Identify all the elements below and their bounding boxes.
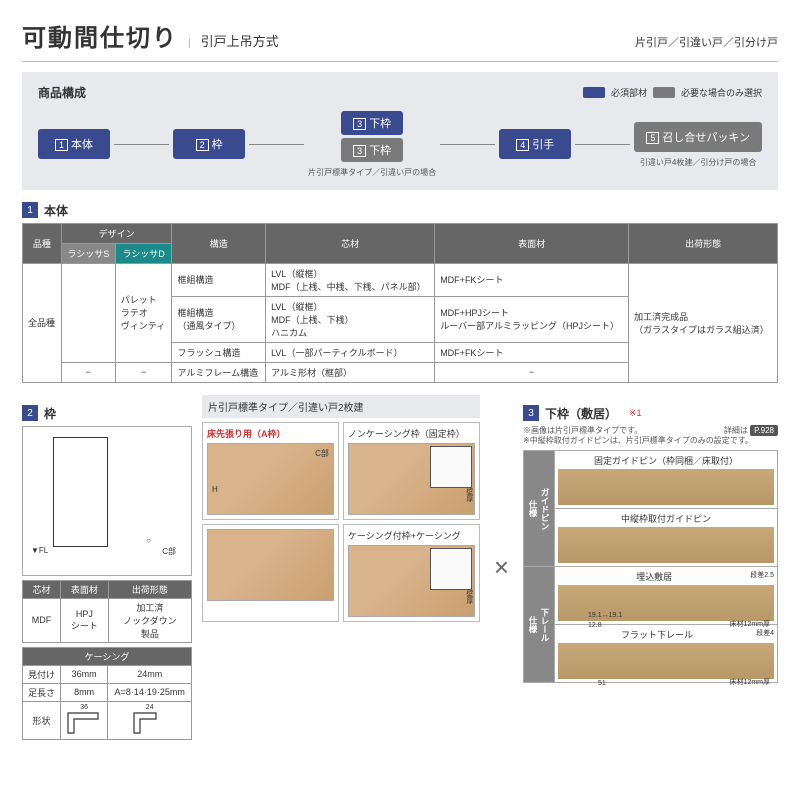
spec-table-body: 品種 デザイン 構造 芯材 表面材 出荷形態 ラシッサS ラシッサD 全品種 パ…	[22, 223, 778, 383]
frame-cell-d: ケーシング付枠+ケーシング 壁厚	[343, 524, 480, 622]
legend-required-label: 必須部材	[611, 86, 647, 99]
flow-node-3-stack: 3下枠 3下枠 片引戸標準タイプ／引違い戸の場合	[308, 111, 436, 178]
frame-cell-a: 床先張り用（A枠） C部 H	[202, 422, 339, 520]
flow-node-1: 1本体	[38, 129, 110, 159]
sill-column: 3 下枠（敷居） ※1 ※画像は片引戸標準タイプです。 詳細は P.928 ※中…	[523, 395, 778, 740]
frame-column: 片引戸標準タイプ／引違い戸2枚建 床先張り用（A枠） C部 H ノンケーシング枠…	[202, 395, 480, 740]
section-1-head: 1 本体	[22, 202, 778, 219]
page-subtitle: 引戸上吊方式	[201, 31, 279, 50]
frame-grid-head: 片引戸標準タイプ／引違い戸2枚建	[202, 395, 480, 418]
legend-optional-label: 必要な場合のみ選択	[681, 86, 762, 99]
door-types: 片引戸／引違い戸／引分け戸	[635, 34, 778, 50]
divider: |	[188, 38, 191, 49]
page-header: 可動間仕切り | 引戸上吊方式 片引戸／引違い戸／引分け戸	[22, 18, 778, 62]
page-title: 可動間仕切り	[22, 18, 178, 53]
legend: 必須部材 必要な場合のみ選択	[583, 86, 762, 99]
flow-node-2: 2枠	[173, 129, 245, 159]
material-table: 芯材表面材出荷形態 MDF HPJ シート 加工済 ノックダウン 製品	[22, 580, 192, 643]
legend-required-swatch	[583, 87, 605, 98]
legend-optional-swatch	[653, 87, 675, 98]
frame-cell-b: ノンケーシング枠（固定枠） 壁厚	[343, 422, 480, 520]
composition-panel: 商品構成 必須部材 必要な場合のみ選択 1本体 2枠 3下枠 3下枠 片引戸標準…	[22, 72, 778, 190]
flow-node-4: 4引手	[499, 129, 571, 159]
combine-x-icon: ×	[494, 552, 509, 583]
left-column: 2 枠 ▼FL C部 ○ 芯材表面材出荷形態 MDF HPJ シート 加工済 ノ…	[22, 395, 192, 740]
composition-title: 商品構成	[38, 84, 86, 101]
flow-node-5-stack: 5召し合せパッキン 引違い戸4枚建／引分け戸の場合	[634, 122, 762, 168]
door-elevation: ▼FL C部 ○	[22, 426, 192, 576]
sill-table: ガイドピン 仕様 固定ガイドピン（枠同梱／床取付） 中縦枠取付ガイドピン 下レー…	[523, 450, 778, 683]
flow-diagram: 1本体 2枠 3下枠 3下枠 片引戸標準タイプ／引違い戸の場合 4引手 5召し合…	[38, 111, 762, 178]
casing-table: ケーシング 見付け36mm24mm 足長さ8mmA=8·14·19·25mm 形…	[22, 647, 192, 740]
frame-cell-c	[202, 524, 339, 622]
